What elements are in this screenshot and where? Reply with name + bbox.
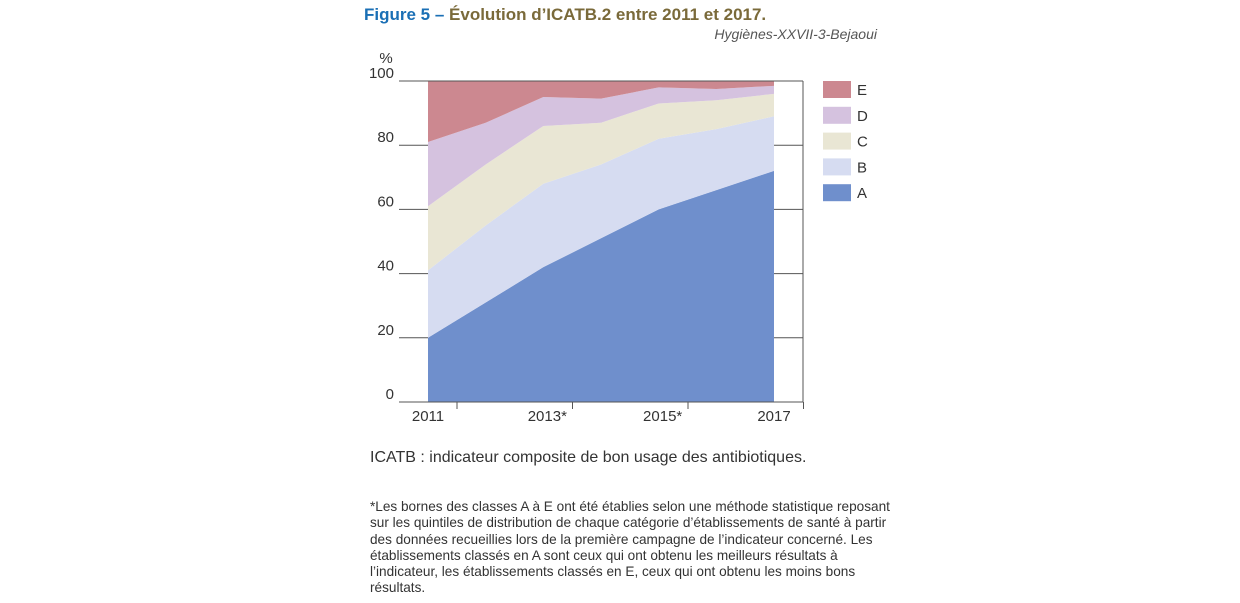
figure-title-separator: – bbox=[430, 5, 450, 24]
figure-footnote: *Les bornes des classes A à E ont été ét… bbox=[370, 499, 890, 596]
legend-swatch-e bbox=[823, 81, 851, 98]
x-tick-label: 2017 bbox=[757, 408, 790, 425]
y-tick-label: 20 bbox=[377, 322, 394, 339]
x-tick-label: 2013* bbox=[528, 408, 567, 425]
area-series-e bbox=[428, 81, 774, 142]
y-tick-label: 80 bbox=[377, 129, 394, 146]
figure-title: Figure 5 – Évolution d’ICATB.2 entre 201… bbox=[364, 5, 766, 25]
legend-swatch-a bbox=[823, 184, 851, 202]
figure-title-text: Évolution d’ICATB.2 entre 2011 et 2017. bbox=[449, 5, 767, 24]
y-tick-label: 0 bbox=[386, 386, 394, 403]
area-series-a bbox=[428, 170, 774, 402]
figure-caption: ICATB : indicateur composite de bon usag… bbox=[370, 449, 807, 466]
x-axis-ticks: 2011 2013* 2015* 2017 bbox=[412, 402, 804, 425]
legend-label-c: C bbox=[857, 134, 868, 151]
y-tick-label: 40 bbox=[377, 258, 394, 275]
y-axis-ticks: 0 20 40 60 80 100 bbox=[369, 65, 803, 403]
legend-swatch-d bbox=[823, 106, 851, 124]
figure-source: Hygiènes-XXVII-3-Bejaoui bbox=[714, 26, 877, 42]
y-axis-label: % bbox=[379, 50, 392, 67]
area-layers bbox=[428, 81, 774, 402]
legend-swatch-c bbox=[823, 132, 851, 150]
y-tick-label: 60 bbox=[377, 193, 394, 210]
axes bbox=[399, 80, 804, 403]
area-series-b bbox=[428, 116, 774, 338]
x-tick-label: 2015* bbox=[643, 408, 682, 425]
area-series-d bbox=[428, 85, 774, 207]
legend-label-d: D bbox=[857, 108, 868, 125]
legend-label-b: B bbox=[857, 159, 867, 176]
area-series-c bbox=[428, 93, 774, 271]
x-tick-label: 2011 bbox=[412, 408, 444, 425]
legend-swatch-b bbox=[823, 158, 851, 176]
legend-label-a: A bbox=[857, 185, 867, 202]
legend-label-e: E bbox=[857, 82, 867, 99]
y-tick-label: 100 bbox=[369, 65, 394, 82]
figure-number: Figure 5 bbox=[364, 5, 431, 24]
